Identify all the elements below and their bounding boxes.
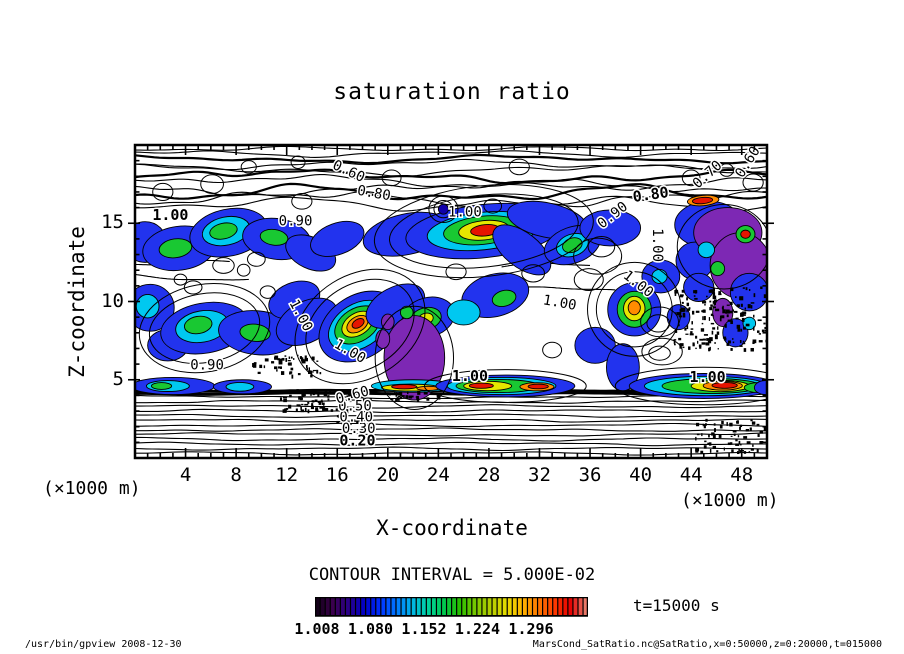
- colorbar-tick-label: 1.080: [347, 620, 394, 638]
- x-tick-label: 32: [528, 464, 551, 486]
- x-tick-label: 16: [325, 464, 349, 486]
- x-tick-label: 24: [426, 464, 450, 486]
- contour-plot: 1.00 0.90 0.60 0.80 1.00 0.90 0.80 0.70 0.60 1.00…: [125, 135, 777, 469]
- y-tick-label: 15: [101, 211, 124, 234]
- footer-command: /usr/bin/gpview 2008-12-30: [25, 639, 182, 650]
- colorbar: [314, 596, 589, 617]
- contour-plot-canvas: 1.00 0.900.600.801.00 0.900.800.70 0.601.00…: [128, 143, 774, 460]
- colorbar-tick-label: 1.008: [294, 620, 340, 638]
- svg-text:1.00: 1.00: [542, 292, 578, 314]
- svg-text:0.80: 0.80: [632, 183, 670, 206]
- svg-text:0.20: 0.20: [339, 431, 375, 449]
- x-tick-label: 36: [578, 464, 602, 486]
- page-title: saturation ratio: [333, 79, 571, 105]
- x-tick-label: 48: [730, 464, 754, 486]
- svg-text:0.40: 0.40: [339, 409, 373, 425]
- colorbar-tick-label: 1.296: [508, 620, 554, 638]
- svg-text:1.00: 1.00: [448, 204, 482, 220]
- x-tick-label: 28: [477, 464, 501, 486]
- svg-text:1.00: 1.00: [452, 367, 488, 385]
- x-tick-label: 12: [275, 464, 299, 486]
- y-axis-label: Z-coordinate: [65, 226, 89, 378]
- y-tick-label: 5: [112, 367, 124, 390]
- x-tick-label: 4: [179, 464, 192, 486]
- svg-text:0.50: 0.50: [338, 398, 372, 414]
- svg-text:1.00: 1.00: [649, 228, 665, 262]
- svg-text:1.00: 1.00: [690, 368, 726, 386]
- x-tick-label: 44: [679, 464, 703, 486]
- footer-dataset: MarsCond_SatRatio.nc@SatRatio,x=0:50000,…: [532, 639, 882, 650]
- time-label: t=15000 s: [633, 596, 720, 615]
- svg-text:0.30: 0.30: [342, 421, 376, 437]
- colorbar-canvas: [314, 596, 589, 617]
- contour-interval-note: CONTOUR INTERVAL = 5.000E-02: [308, 565, 596, 585]
- svg-text:0.90: 0.90: [279, 214, 313, 230]
- y-axis-unit: (×1000 m): [43, 478, 141, 499]
- colorbar-tick-label: 1.224: [454, 620, 501, 638]
- x-tick-label: 8: [230, 464, 242, 486]
- colorbar-tick-label: 1.152: [401, 620, 447, 638]
- svg-text:0.80: 0.80: [356, 183, 392, 205]
- svg-text:0.90: 0.90: [190, 358, 224, 374]
- x-axis-label: X-coordinate: [376, 516, 528, 540]
- x-tick-label: 20: [376, 464, 400, 486]
- svg-text:1.00: 1.00: [152, 206, 188, 224]
- y-tick-label: 10: [101, 289, 124, 312]
- x-tick-label: 40: [629, 464, 653, 486]
- x-axis-unit: (×1000 m): [681, 490, 779, 511]
